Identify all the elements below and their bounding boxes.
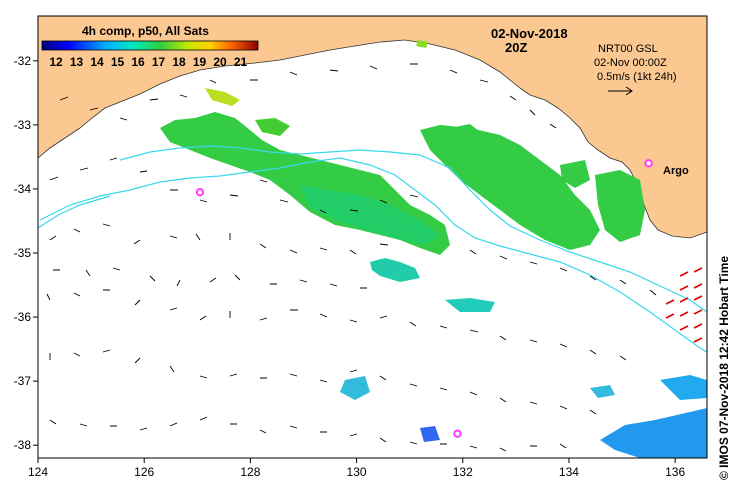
colorbar-ticks: 12 13 14 15 16 17 18 19 20 21	[49, 55, 247, 69]
colorbar-gradient	[41, 40, 259, 51]
y-tick-label: -36	[14, 310, 32, 324]
y-tick-label: -35	[14, 246, 32, 260]
argo-float-marker	[453, 429, 462, 438]
scale-arrow	[608, 86, 633, 96]
colorbar-title: 4h comp, p50, All Sats	[82, 24, 209, 38]
colorbar-tick-label: 13	[70, 55, 84, 69]
current-lines	[38, 145, 707, 353]
x-tick-label: 134	[559, 465, 579, 479]
radar-vectors	[665, 267, 703, 343]
argo-label: Argo	[663, 165, 689, 177]
product-time-label: 02-Nov 00:00Z	[594, 57, 667, 69]
y-tick-label: -37	[14, 374, 32, 388]
time-label: 20Z	[505, 40, 527, 55]
argo-float-marker	[644, 159, 653, 168]
colorbar-tick-label: 20	[213, 55, 227, 69]
y-tick-label: -33	[14, 118, 32, 132]
y-tick-label: -38	[14, 438, 32, 452]
colorbar-tick-label: 16	[131, 55, 145, 69]
colorbar-tick-label: 18	[172, 55, 186, 69]
product-label: NRT00 GSL	[598, 43, 658, 55]
x-tick-label: 126	[134, 465, 154, 479]
colorbar-tick-label: 15	[111, 55, 125, 69]
y-tick-label: -32	[14, 54, 32, 68]
colorbar-tick-label: 12	[49, 55, 63, 69]
imos-credit: © IMOS 07-Nov-2018 12:42 Hobart Time	[717, 255, 731, 480]
colorbar-tick-label: 14	[90, 55, 104, 69]
argo-floats	[195, 159, 653, 438]
colorbar-tick-label: 17	[152, 55, 166, 69]
x-tick-label: 132	[453, 465, 473, 479]
x-tick-label: 136	[665, 465, 685, 479]
scale-label: 0.5m/s (1kt 24h)	[597, 71, 676, 83]
argo-float-marker	[195, 187, 205, 197]
colorbar: 4h comp, p50, All Sats 12 13 14 15 16 17 18 19 2…	[41, 24, 259, 69]
current-vectors	[46, 63, 657, 452]
x-tick-label: 128	[240, 465, 260, 479]
sst-patches	[160, 40, 707, 458]
x-axis: 124 126 128 130 132 134 136	[28, 458, 685, 479]
y-axis: -32 -33 -34 -35 -36 -37 -38	[14, 54, 38, 452]
x-tick-label: 124	[28, 465, 48, 479]
x-tick-label: 130	[347, 465, 367, 479]
plot-frame	[37, 15, 708, 459]
date-label: 02-Nov-2018	[491, 26, 568, 41]
colorbar-tick-label: 21	[234, 55, 248, 69]
colorbar-tick-label: 19	[193, 55, 207, 69]
y-tick-label: -34	[14, 182, 32, 196]
